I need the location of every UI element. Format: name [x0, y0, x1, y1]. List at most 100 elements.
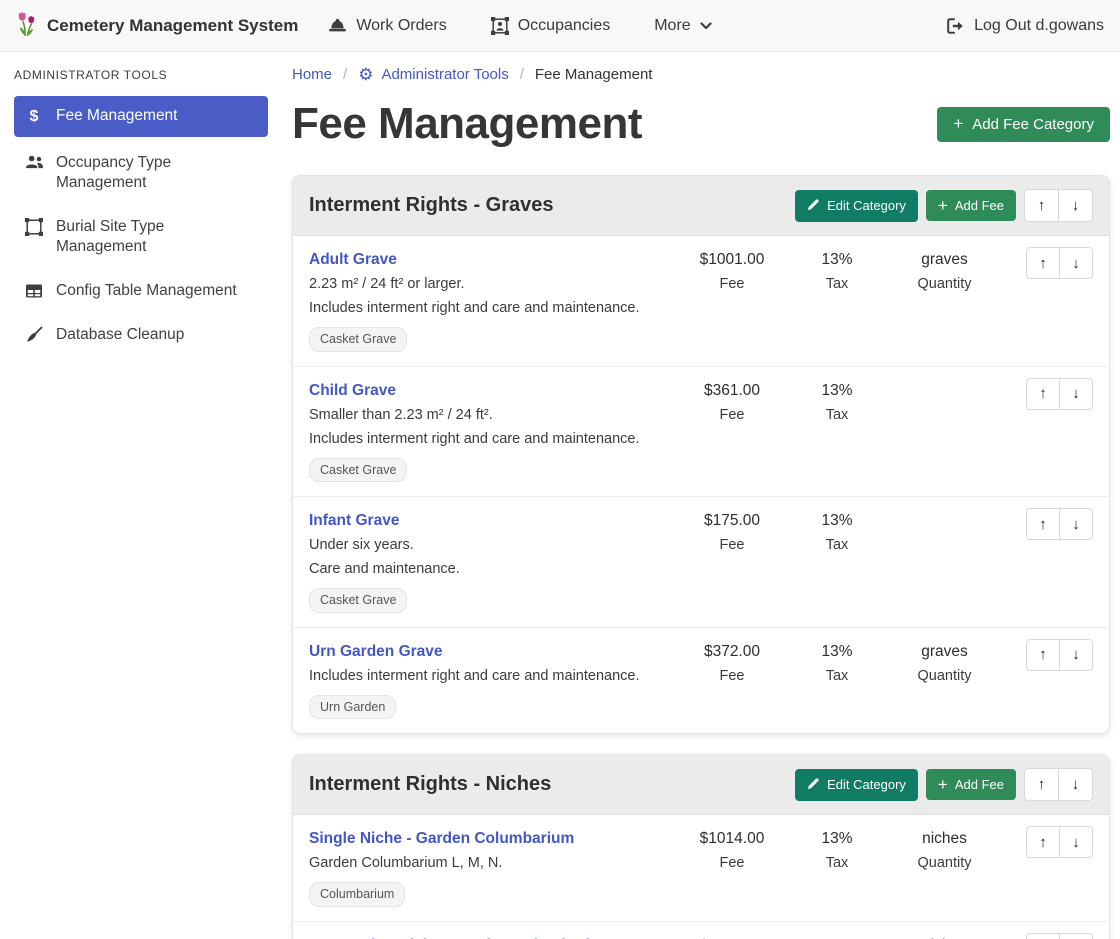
edit-category-label: Edit Category [827, 777, 906, 792]
fee-description-1: 2.23 m² / 24 ft² or larger. [309, 276, 465, 292]
fee-tax-label: Tax [825, 537, 849, 553]
fee-description-1: Includes interment right and care and ma… [309, 667, 640, 684]
plus-icon: + [937, 774, 948, 794]
move-fee-up-button[interactable]: ↑ [1026, 377, 1060, 410]
edit-category-button[interactable]: Edit Category [795, 189, 918, 222]
table-icon [24, 281, 44, 300]
main-content: Home / ⚙ Administrator Tools / Fee Manag… [280, 52, 1120, 939]
fee-quantity-unit: niches [882, 933, 1007, 939]
top-navbar: Cemetery Management System Work Orders [0, 0, 1120, 52]
sidebar-item-fee-management[interactable]: $ Fee Management [14, 96, 268, 137]
move-category-up-button[interactable]: ↑ [1024, 768, 1059, 801]
edit-category-label: Edit Category [827, 198, 906, 213]
fee-name-link[interactable]: Companion Niche - Garden Columbarium [309, 933, 613, 939]
breadcrumb-admin-tools-link[interactable]: ⚙ Administrator Tools [358, 66, 509, 83]
fee-row: Adult Grave 2.23 m² / 24 ft² or larger. … [293, 236, 1109, 366]
fee-quantity-unit: graves [921, 642, 968, 660]
move-category-down-button[interactable]: ↓ [1058, 768, 1093, 801]
sign-out-icon [947, 17, 965, 34]
fee-amount: $175.00 [703, 512, 761, 529]
move-fee-down-button[interactable]: ↓ [1059, 826, 1093, 858]
sidebar-item-label: Burial Site Type Management [56, 218, 165, 255]
fee-type-badge: Casket Grave [309, 588, 408, 613]
fee-name-link[interactable]: Infant Grave [309, 512, 400, 529]
category-reorder-controls: ↑ ↓ [1024, 189, 1093, 222]
move-fee-down-button[interactable]: ↓ [1059, 377, 1093, 410]
occupancy-badge-icon [490, 16, 509, 35]
sidebar-item-database-cleanup[interactable]: Database Cleanup [14, 317, 268, 353]
breadcrumb-admin-tools-label: Administrator Tools [381, 66, 509, 83]
nav-occupancies[interactable]: Occupancies [490, 16, 610, 35]
sidebar-item-config-table-management[interactable]: Config Table Management [14, 273, 268, 309]
add-fee-category-button[interactable]: + Add Fee Category [937, 106, 1110, 142]
sidebar-item-label: Occupancy Type Management [56, 154, 172, 191]
fee-row: Single Niche - Garden Columbarium Garden… [293, 815, 1109, 921]
fee-tax: 13% [821, 381, 853, 399]
nav-more-dropdown[interactable]: More [654, 17, 712, 35]
sidebar-item-occupancy-type-management[interactable]: Occupancy Type Management [14, 145, 268, 201]
move-fee-up-button[interactable]: ↑ [1026, 826, 1060, 858]
fee-row: Urn Garden Grave Includes interment righ… [293, 626, 1109, 734]
fee-type-badge: Casket Grave [309, 327, 408, 352]
vector-square-icon [24, 217, 44, 236]
fee-type-badge: Casket Grave [309, 457, 408, 482]
fee-amount: $372.00 [703, 642, 761, 660]
move-fee-up-button[interactable]: ↑ [1026, 932, 1060, 939]
fee-quantity-label: Quantity [917, 667, 972, 684]
fee-reorder-controls: ↑ ↓ [1026, 377, 1093, 410]
fee-amount-label: Fee [719, 537, 745, 553]
category-header: Interment Rights - Niches Edit Category … [293, 755, 1109, 815]
fee-description-1: Garden Columbarium L, M, N. [309, 855, 503, 871]
fee-reorder-controls: ↑ ↓ [1026, 826, 1093, 858]
fee-name-link[interactable]: Urn Garden Grave [309, 642, 443, 660]
logout-button[interactable]: Log Out d.gowans [947, 17, 1104, 35]
move-fee-up-button[interactable]: ↑ [1026, 247, 1060, 279]
move-fee-down-button[interactable]: ↓ [1059, 932, 1093, 939]
fee-row: Companion Niche - Garden Columbarium Gar… [293, 920, 1109, 939]
sidebar-nav: $ Fee Management Occupancy Type Manageme… [14, 96, 268, 353]
move-fee-down-button[interactable]: ↓ [1059, 638, 1093, 671]
move-fee-up-button[interactable]: ↑ [1026, 638, 1060, 671]
move-fee-down-button[interactable]: ↓ [1059, 247, 1093, 279]
category-title: Interment Rights - Niches [309, 773, 552, 795]
gear-icon: ⚙ [358, 65, 374, 84]
tulip-logo-icon [16, 9, 38, 42]
fee-name-link[interactable]: Child Grave [309, 381, 396, 399]
fee-category-card: Interment Rights - Graves Edit Category … [292, 175, 1110, 734]
fee-name-link[interactable]: Single Niche - Garden Columbarium [309, 830, 575, 847]
fee-description-2: Includes interment right and care and ma… [309, 430, 640, 447]
fee-amount-label: Fee [719, 406, 745, 423]
breadcrumb-home-link[interactable]: Home [292, 66, 333, 83]
nav-work-orders[interactable]: Work Orders [328, 17, 447, 35]
fee-quantity-unit: niches [922, 830, 967, 847]
fee-reorder-controls: ↑ ↓ [1026, 247, 1093, 279]
breadcrumb: Home / ⚙ Administrator Tools / Fee Manag… [292, 66, 1110, 83]
fee-description-2: Care and maintenance. [309, 561, 460, 577]
add-fee-button[interactable]: + Add Fee [925, 769, 1016, 800]
edit-category-button[interactable]: Edit Category [795, 768, 918, 801]
move-fee-down-button[interactable]: ↓ [1059, 508, 1093, 540]
fee-categories-list: Interment Rights - Graves Edit Category … [292, 175, 1110, 939]
fee-amount-label: Fee [719, 276, 745, 292]
app-brand[interactable]: Cemetery Management System [16, 9, 298, 42]
fee-quantity-label: Quantity [917, 276, 972, 292]
fee-amount: $1001.00 [699, 251, 765, 268]
move-category-down-button[interactable]: ↓ [1058, 189, 1093, 222]
main-nav: Work Orders Occupancies More [328, 16, 712, 35]
sidebar-item-label: Fee Management [56, 107, 178, 124]
add-fee-button[interactable]: + Add Fee [925, 190, 1016, 221]
sidebar-item-label: Config Table Management [56, 282, 237, 299]
fee-reorder-controls: ↑ ↓ [1026, 638, 1093, 671]
move-fee-up-button[interactable]: ↑ [1026, 508, 1060, 540]
fee-tax-label: Tax [825, 667, 849, 684]
fee-tax: 13% [792, 933, 882, 939]
fee-name-link[interactable]: Adult Grave [309, 251, 397, 268]
sidebar-item-burial-site-type-management[interactable]: Burial Site Type Management [14, 209, 268, 265]
fee-amount: $361.00 [703, 381, 761, 399]
category-header: Interment Rights - Graves Edit Category … [293, 176, 1109, 236]
chevron-down-icon [700, 21, 712, 30]
fee-description-1: Under six years. [309, 537, 414, 553]
breadcrumb-separator: / [343, 66, 348, 83]
fee-quantity-unit: graves [921, 251, 968, 268]
move-category-up-button[interactable]: ↑ [1024, 189, 1059, 222]
